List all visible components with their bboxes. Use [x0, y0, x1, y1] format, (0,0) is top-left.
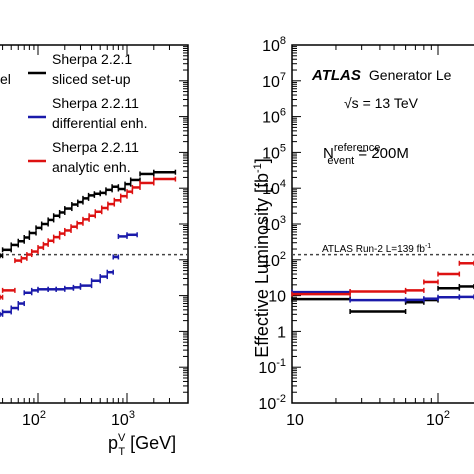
y-tick-label: 106 — [262, 107, 286, 127]
x-tick-label: 102 — [22, 409, 46, 429]
legend-label-line2: analytic enh. — [52, 159, 131, 175]
atlas-label: ATLAS Generator Le — [311, 67, 452, 84]
y-tick-label: 102 — [262, 250, 286, 270]
y-tick-label: 103 — [262, 214, 286, 234]
series-1 — [291, 289, 474, 303]
legend-label-line2: sliced set-up — [52, 71, 131, 87]
x-tick-label: 103 — [111, 409, 135, 429]
x-tick-label: 10 — [286, 412, 304, 429]
series-1 — [0, 232, 138, 317]
y-tick-label: 10-1 — [258, 357, 286, 377]
legend-label: Sherpa 2.2.1 — [52, 51, 132, 67]
left-axis-ticks — [2, 44, 188, 404]
y-tick-label: 105 — [262, 142, 286, 162]
y-tick-label: 10 — [268, 289, 286, 306]
legend: Sherpa 2.2.1 sliced set-up Sherpa 2.2.11 di… — [28, 51, 147, 175]
right-series-group — [291, 260, 474, 314]
reference-line-label: ATLAS Run-2 L=139 fb-1 — [322, 243, 431, 255]
nevent-label: Nreference event = 200M — [323, 142, 409, 167]
left-x-axis-label: pV T [GeV] — [108, 432, 176, 458]
series-0 — [0, 169, 177, 259]
y-tick-label: 10-2 — [258, 393, 286, 413]
legend-partial-text: el — [0, 71, 11, 87]
x-tick-label: 102 — [426, 409, 450, 429]
series-2 — [291, 260, 474, 297]
right-y-tick-labels: 10-2 10-1 1 10 102 103 104 105 106 107 108 — [258, 35, 286, 413]
series-2 — [0, 176, 177, 300]
right-panel: 10-2 10-1 1 10 102 103 104 105 106 107 108 10 102 E… — [252, 35, 474, 429]
right-y-axis-label: Effective Luminosity [fb-1] — [252, 158, 272, 358]
left-x-tick-labels: 102 103 — [22, 409, 135, 429]
legend-label-line2: differential enh. — [52, 115, 147, 131]
y-tick-label: 1 — [277, 324, 286, 341]
left-series-group — [0, 169, 177, 317]
y-tick-label: 107 — [262, 71, 286, 91]
right-x-tick-labels: 10 102 — [286, 409, 450, 429]
y-tick-label: 108 — [262, 35, 286, 55]
energy-label: √s = 13 TeV — [344, 95, 419, 111]
legend-label: Sherpa 2.2.11 — [52, 95, 139, 111]
left-panel: 102 103 pV T [GeV] el Sherpa 2.2.1 sliced s… — [0, 44, 189, 458]
legend-label: Sherpa 2.2.11 — [52, 139, 139, 155]
right-axis-ticks — [291, 44, 439, 404]
y-tick-label: 104 — [262, 178, 286, 198]
